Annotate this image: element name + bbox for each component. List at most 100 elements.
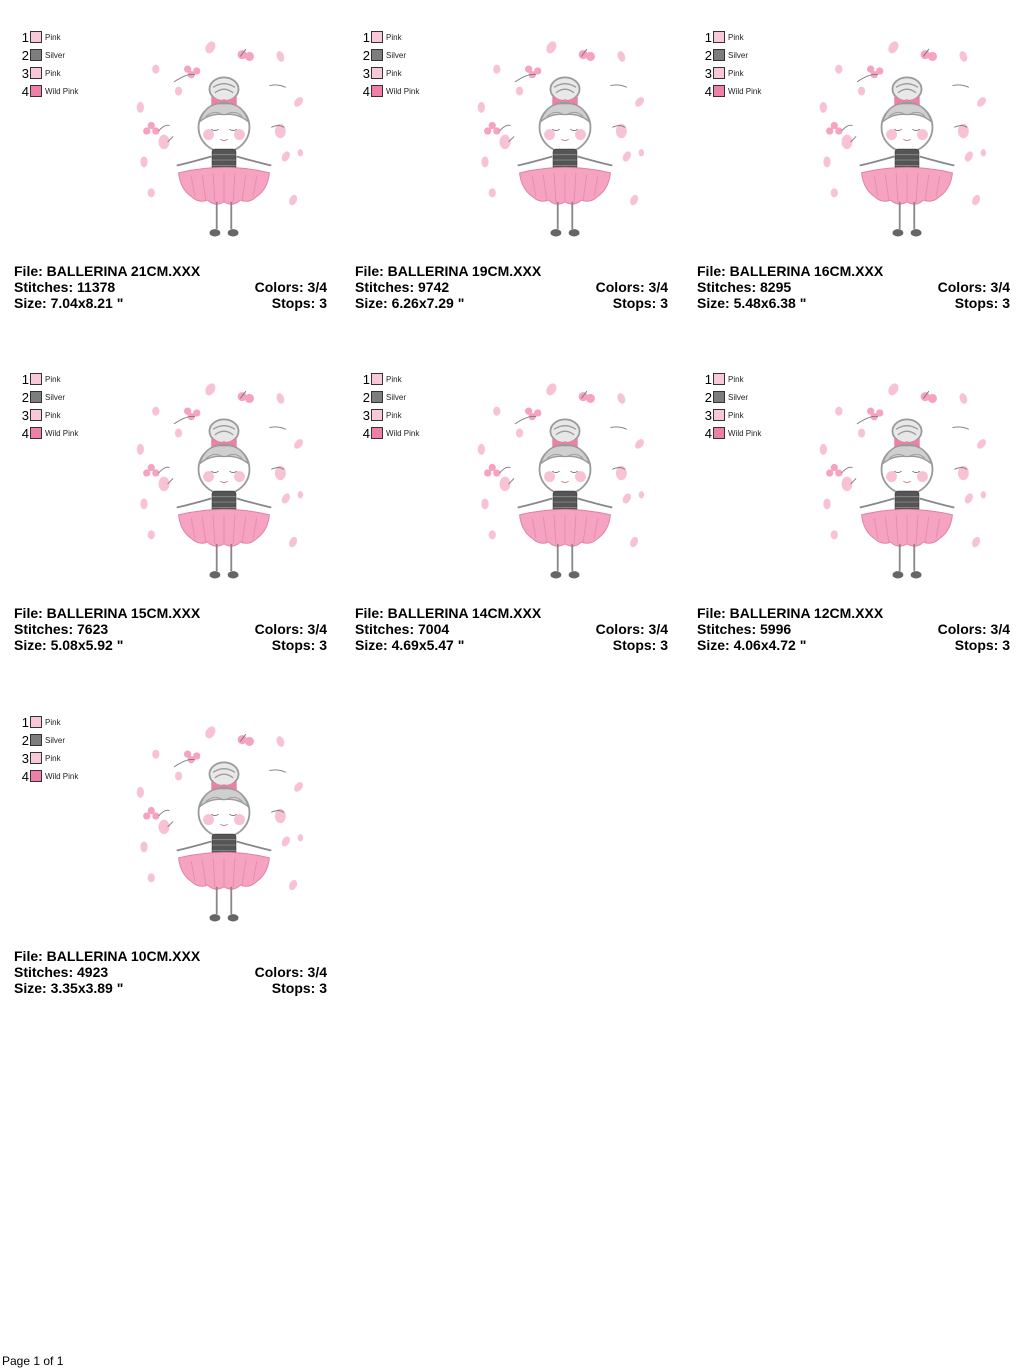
color-swatch	[30, 716, 42, 728]
file-name: File: BALLERINA 14CM.XXX	[355, 605, 542, 621]
design-info: File: BALLERINA 14CM.XXX Stitches: 7004 C…	[355, 605, 668, 653]
color-swatch	[30, 734, 42, 746]
design-info: File: BALLERINA 10CM.XXX Stitches: 4923 C…	[14, 948, 327, 996]
legend-row: 3 Pink	[361, 64, 419, 82]
legend-color-name: Silver	[386, 50, 407, 60]
legend-number: 1	[704, 29, 712, 45]
design-card: 1 Pink 2 Silver 3 Pink 4 Wild Pink File: BAL…	[14, 368, 334, 668]
color-count: Colors: 3/4	[595, 621, 668, 637]
legend-color-name: Pink	[386, 68, 402, 78]
legend-color-name: Silver	[728, 50, 749, 60]
legend-color-name: Silver	[45, 735, 66, 745]
ballerina-embroidery-preview	[136, 726, 304, 922]
color-swatch	[371, 49, 383, 61]
color-swatch	[371, 67, 383, 79]
stitch-count: Stitches: 4923	[14, 964, 109, 980]
legend-number: 4	[362, 83, 370, 99]
legend-row: 1 Pink	[20, 370, 78, 388]
legend-color-name: Wild Pink	[386, 86, 420, 96]
stitch-count: Stitches: 7623	[14, 621, 109, 637]
color-legend: 1 Pink 2 Silver 3 Pink 4 Wild Pink	[20, 370, 79, 442]
legend-number: 3	[21, 65, 29, 81]
legend-number: 4	[704, 425, 712, 441]
legend-color-name: Pink	[728, 32, 744, 42]
color-swatch	[713, 31, 725, 43]
color-count: Colors: 3/4	[595, 279, 668, 295]
file-name: File: BALLERINA 16CM.XXX	[697, 263, 884, 279]
file-name: File: BALLERINA 21CM.XXX	[14, 263, 201, 279]
color-swatch	[30, 373, 42, 385]
stitch-count: Stitches: 5996	[697, 621, 792, 637]
color-swatch	[371, 31, 383, 43]
legend-color-name: Pink	[386, 410, 402, 420]
legend-row: 3 Pink	[20, 749, 78, 767]
file-name: File: BALLERINA 10CM.XXX	[14, 948, 201, 964]
legend-color-name: Pink	[728, 374, 744, 384]
ballerina-embroidery-preview	[136, 41, 304, 237]
ballerina-embroidery-preview	[136, 383, 304, 579]
legend-row: 1 Pink	[20, 28, 78, 46]
legend-color-name: Pink	[728, 68, 744, 78]
legend-row: 2 Silver	[361, 46, 419, 64]
color-count: Colors: 3/4	[254, 279, 327, 295]
color-swatch	[371, 85, 383, 97]
legend-number: 4	[362, 425, 370, 441]
legend-color-name: Pink	[45, 68, 61, 78]
color-legend: 1 Pink 2 Silver 3 Pink 4 Wild Pink	[703, 370, 762, 442]
color-legend: 1 Pink 2 Silver 3 Pink 4 Wild Pink	[20, 28, 79, 100]
color-swatch	[30, 391, 42, 403]
legend-number: 1	[21, 29, 29, 45]
color-legend: 1 Pink 2 Silver 3 Pink 4 Wild Pink	[361, 28, 420, 100]
stop-count: Stops: 3	[954, 637, 1010, 653]
legend-number: 1	[704, 371, 712, 387]
legend-row: 4 Wild Pink	[20, 424, 79, 442]
design-card: 1 Pink 2 Silver 3 Pink 4 Wild Pink File: BAL…	[14, 711, 334, 1011]
legend-row: 3 Pink	[20, 64, 78, 82]
legend-number: 2	[21, 732, 29, 748]
color-count: Colors: 3/4	[937, 621, 1010, 637]
legend-row: 2 Silver	[20, 46, 78, 64]
legend-color-name: Wild Pink	[45, 428, 79, 438]
legend-color-name: Wild Pink	[728, 428, 762, 438]
stitch-count: Stitches: 9742	[355, 279, 450, 295]
legend-color-name: Silver	[728, 392, 749, 402]
stop-count: Stops: 3	[954, 295, 1010, 311]
legend-row: 1 Pink	[703, 28, 761, 46]
legend-number: 4	[21, 768, 29, 784]
color-swatch	[30, 770, 42, 782]
design-info: File: BALLERINA 12CM.XXX Stitches: 5996 C…	[697, 605, 1010, 653]
legend-row: 4 Wild Pink	[703, 424, 762, 442]
legend-number: 3	[21, 750, 29, 766]
legend-number: 1	[21, 371, 29, 387]
legend-color-name: Pink	[45, 717, 61, 727]
legend-color-name: Silver	[45, 50, 66, 60]
design-info: File: BALLERINA 16CM.XXX Stitches: 8295 C…	[697, 263, 1010, 311]
legend-color-name: Wild Pink	[728, 86, 762, 96]
legend-number: 2	[362, 47, 370, 63]
stitch-count: Stitches: 11378	[14, 279, 116, 295]
color-swatch	[371, 391, 383, 403]
stop-count: Stops: 3	[271, 980, 327, 996]
design-size: Size: 7.04x8.21 "	[14, 295, 124, 311]
color-swatch	[713, 85, 725, 97]
design-info: File: BALLERINA 19CM.XXX Stitches: 9742 C…	[355, 263, 668, 311]
color-swatch	[713, 427, 725, 439]
legend-row: 3 Pink	[361, 406, 419, 424]
page-footer: Page 1 of 1	[2, 1354, 64, 1368]
color-swatch	[30, 752, 42, 764]
design-info: File: BALLERINA 21CM.XXX Stitches: 11378…	[14, 263, 327, 311]
legend-color-name: Pink	[386, 374, 402, 384]
legend-number: 1	[362, 371, 370, 387]
legend-row: 3 Pink	[20, 406, 78, 424]
color-swatch	[30, 67, 42, 79]
color-count: Colors: 3/4	[254, 964, 327, 980]
legend-number: 1	[362, 29, 370, 45]
legend-number: 3	[704, 65, 712, 81]
legend-row: 2 Silver	[361, 388, 419, 406]
ballerina-embroidery-preview	[819, 383, 987, 579]
color-swatch	[371, 427, 383, 439]
legend-number: 3	[362, 65, 370, 81]
design-card: 1 Pink 2 Silver 3 Pink 4 Wild Pink File: BAL…	[14, 26, 334, 326]
color-swatch	[371, 409, 383, 421]
stop-count: Stops: 3	[271, 637, 327, 653]
